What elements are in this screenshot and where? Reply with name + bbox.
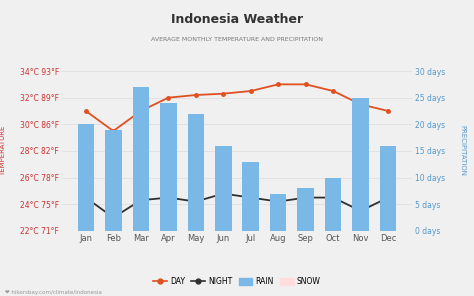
Bar: [133, 87, 149, 231]
Bar: [243, 162, 259, 231]
Bar: [215, 146, 231, 231]
Legend: DAY, NIGHT, RAIN, SNOW: DAY, NIGHT, RAIN, SNOW: [150, 274, 324, 289]
Y-axis label: PRECIPITATION: PRECIPITATION: [459, 126, 465, 176]
Bar: [325, 178, 341, 231]
Bar: [353, 98, 369, 231]
Text: AVERAGE MONTHLY TEMPERATURE AND PRECIPITATION: AVERAGE MONTHLY TEMPERATURE AND PRECIPIT…: [151, 37, 323, 42]
Bar: [78, 124, 94, 231]
Bar: [105, 130, 121, 231]
Text: Indonesia Weather: Indonesia Weather: [171, 13, 303, 26]
Bar: [160, 103, 176, 231]
Y-axis label: TEMPERATURE: TEMPERATURE: [0, 126, 6, 176]
Text: ❤ hikersbay.com/climate/indonesia: ❤ hikersbay.com/climate/indonesia: [5, 289, 101, 295]
Bar: [380, 146, 396, 231]
Bar: [188, 114, 204, 231]
Bar: [298, 188, 314, 231]
Bar: [270, 194, 286, 231]
